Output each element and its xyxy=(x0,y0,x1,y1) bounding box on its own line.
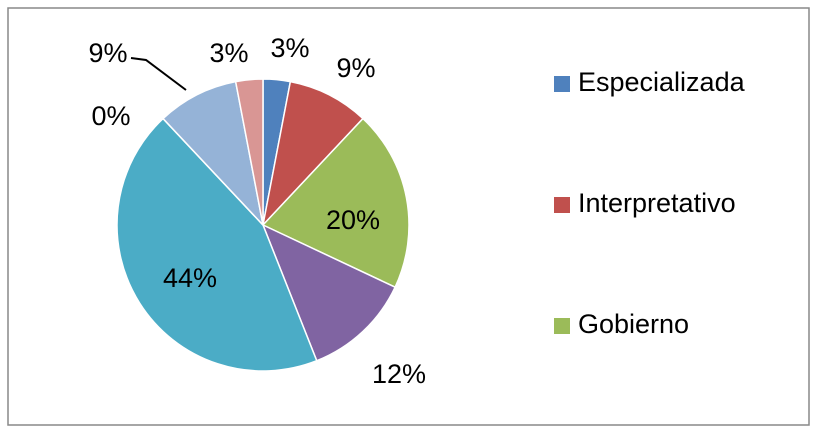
legend-label: Especializada xyxy=(578,67,746,97)
data-label: 3% xyxy=(270,33,309,63)
legend-label: Interpretativo xyxy=(578,188,736,218)
legend-swatch xyxy=(554,76,570,92)
data-label: 9% xyxy=(88,38,127,68)
pie-slice xyxy=(261,80,365,228)
pie-slice xyxy=(234,78,264,226)
legend-swatch xyxy=(554,318,570,334)
legend-label: Gobierno xyxy=(578,309,689,339)
data-label: 0% xyxy=(91,101,130,131)
data-label: 3% xyxy=(209,38,248,68)
data-label: 20% xyxy=(326,205,380,235)
leader-line xyxy=(130,57,187,91)
pie-slice xyxy=(261,117,410,289)
data-label: 44% xyxy=(163,263,217,293)
pie-slice xyxy=(161,80,265,228)
data-label: 9% xyxy=(336,53,375,83)
pie-slice xyxy=(116,117,318,372)
pie-slice xyxy=(261,223,397,362)
data-label: 12% xyxy=(372,359,426,389)
legend-swatch xyxy=(554,197,570,213)
